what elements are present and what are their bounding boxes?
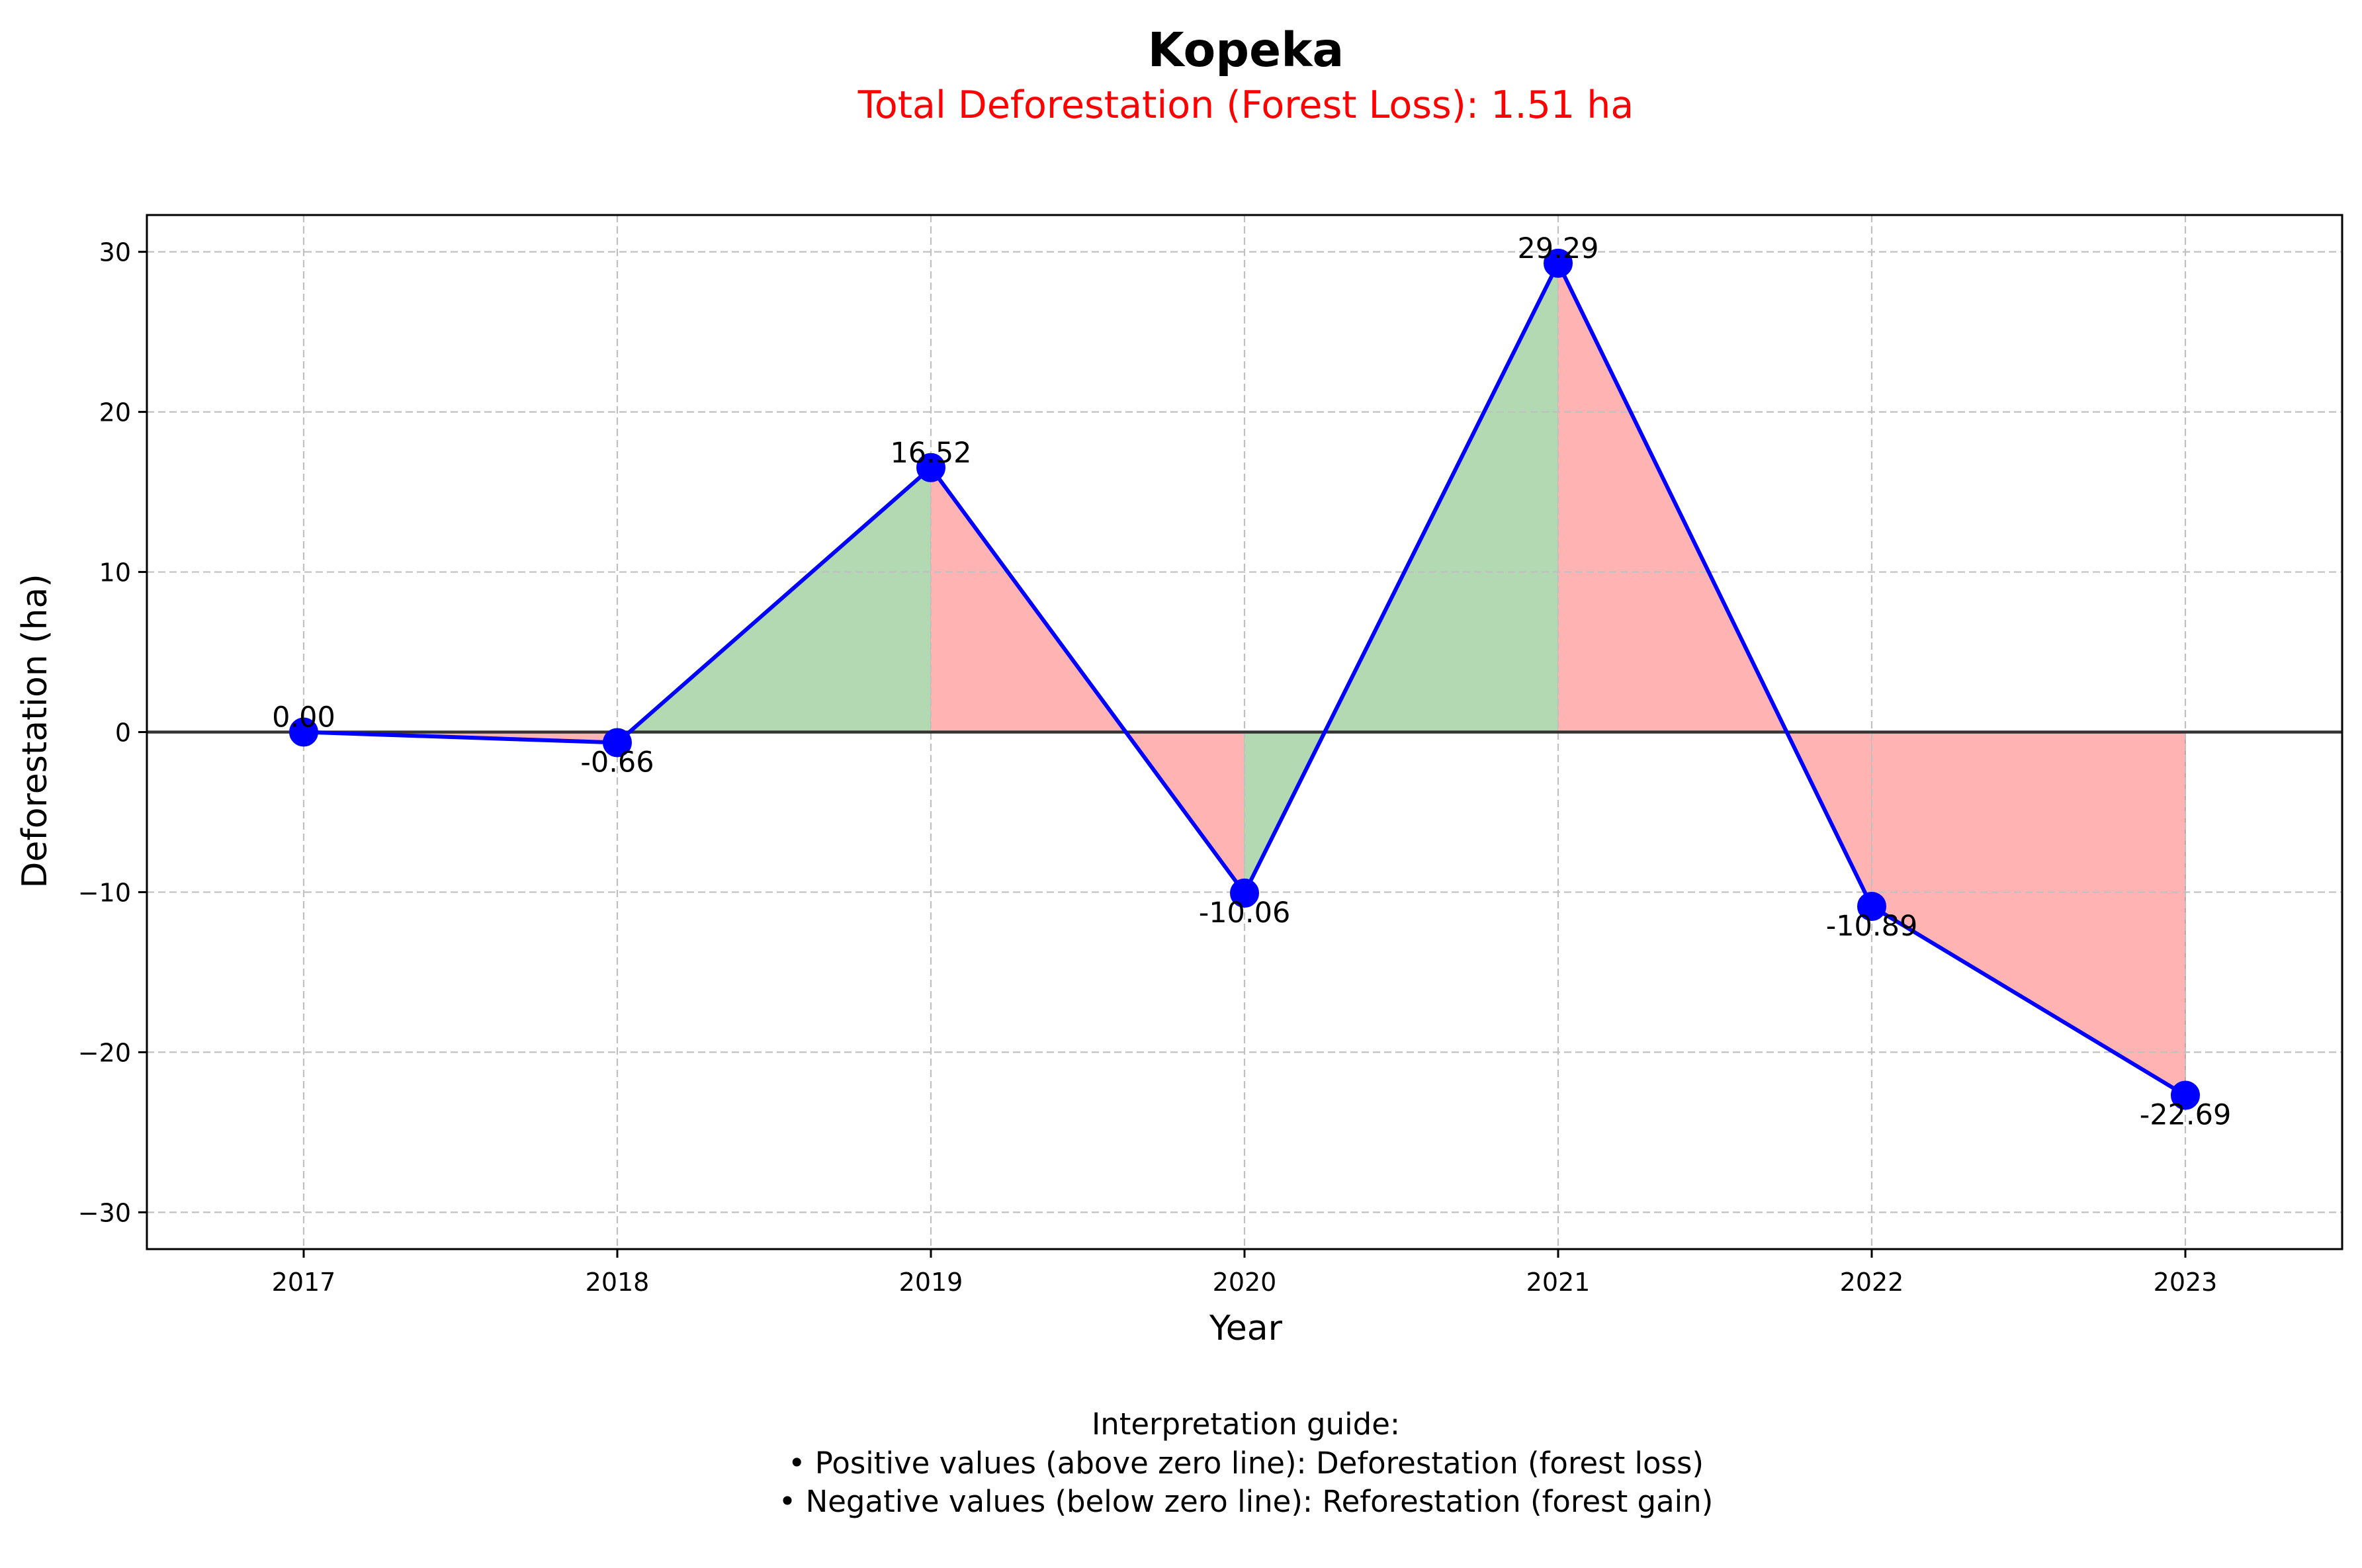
x-tick-label-2019: 2019 [899,1268,963,1297]
y-tick-label-5: −20 [78,1038,131,1067]
data-label-2022: -10.89 [1826,910,1918,943]
x-tick-label-2023: 2023 [2154,1268,2218,1297]
y-tick-label-3: 0 [115,719,131,748]
y-axis-ticks: 30 20 10 0 −10 −20 −30 [78,238,147,1227]
x-tick-label-2020: 2020 [1213,1268,1277,1297]
data-point-2019 [916,453,945,482]
x-axis-ticks: 2017 2018 2019 2020 2021 2022 2023 [272,1249,2218,1297]
data-point-2022 [1857,891,1886,921]
x-tick-label-2017: 2017 [272,1268,336,1297]
data-label-2023: -22.69 [2140,1098,2232,1131]
interpretation-guide-title: Interpretation guide: [1092,1407,1400,1442]
x-tick-label-2022: 2022 [1840,1268,1904,1297]
data-label-2017: 0.00 [272,701,335,734]
x-axis-label: Year [1209,1309,1283,1348]
data-point-2021 [1544,248,1573,278]
interpretation-guide-negative: • Negative values (below zero line): Ref… [779,1484,1714,1519]
chart-title: Kopeka [1148,22,1344,77]
y-tick-label-4: −10 [78,878,131,907]
interpretation-guide-positive: • Positive values (above zero line): Def… [788,1446,1704,1481]
data-label-2018: -0.66 [580,746,654,779]
data-labels: 0.00 -0.66 16.52 -10.06 29.29 -10.89 -22.69 [272,232,2231,1132]
y-tick-label-6: −30 [78,1198,131,1227]
x-tick-label-2018: 2018 [586,1268,650,1297]
y-tick-label-0: 30 [99,238,131,267]
data-point-2018 [603,728,632,758]
y-axis-label: Deforestation (ha) [15,574,55,888]
data-label-2019: 16.52 [890,437,971,470]
data-points [289,248,2200,1110]
data-point-2020 [1230,878,1259,908]
data-point-2017 [289,717,318,747]
data-label-2020: -10.06 [1199,896,1291,930]
data-label-2021: 29.29 [1517,232,1598,265]
chart-subtitle: Total Deforestation (Forest Loss): 1.51 … [857,83,1634,127]
y-tick-label-2: 10 [99,558,131,588]
y-tick-label-1: 20 [99,398,131,427]
data-point-2023 [2171,1080,2200,1110]
x-tick-label-2021: 2021 [1526,1268,1591,1297]
